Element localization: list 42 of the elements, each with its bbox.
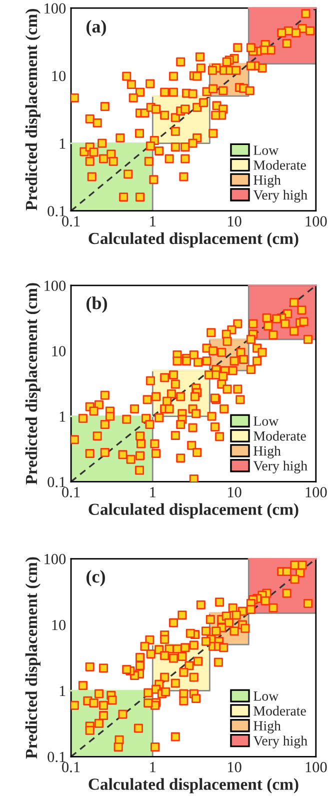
y-tick-label: 100 bbox=[44, 554, 66, 564]
x-tick-label: 1 bbox=[150, 762, 156, 772]
legend-label: High bbox=[254, 720, 281, 734]
legend-label: Moderate bbox=[254, 160, 306, 170]
annotation: (c) bbox=[86, 570, 105, 586]
y-tick-label: 100 bbox=[44, 280, 66, 291]
y-tick-label: 10 bbox=[52, 70, 66, 82]
y-tick-label: 0.1 bbox=[48, 206, 66, 216]
annotation: (b) bbox=[86, 296, 107, 313]
y-axis-title: Predicted displacement (cm) bbox=[25, 557, 40, 759]
y-axis-title: Predicted displacement (cm) bbox=[25, 9, 40, 210]
y-tick-label: 1 bbox=[60, 138, 66, 149]
x-tick-label: 10 bbox=[228, 762, 242, 772]
y-tick-label: 10 bbox=[52, 346, 66, 356]
x-tick-label: 10 bbox=[228, 216, 242, 226]
x-axis-title: Calculated displacement (cm) bbox=[88, 232, 298, 248]
x-tick-label: 10 bbox=[228, 487, 242, 498]
legend-label: Moderate bbox=[254, 706, 306, 716]
legend-label: Low bbox=[254, 146, 279, 155]
legend-label: High bbox=[254, 446, 281, 458]
legend-label: Moderate bbox=[254, 430, 306, 441]
legend-label: Low bbox=[254, 691, 279, 701]
annotation: (a) bbox=[86, 20, 106, 36]
x-tick-label: 1 bbox=[150, 216, 156, 226]
legend-label: Very high bbox=[253, 190, 308, 203]
x-tick-label: 100 bbox=[306, 216, 327, 226]
y-tick-label: 10 bbox=[52, 620, 66, 630]
legend-label: High bbox=[254, 174, 281, 188]
y-axis-title: Predicted displacement (cm) bbox=[25, 283, 40, 485]
x-tick-label: 100 bbox=[306, 762, 327, 772]
x-tick-label: 100 bbox=[306, 487, 327, 498]
x-tick-label: 1 bbox=[150, 487, 156, 498]
legend-label: Very high bbox=[253, 460, 308, 474]
legend-label: Very high bbox=[253, 736, 308, 748]
y-tick-label: 1 bbox=[60, 412, 66, 422]
y-tick-label: 0.1 bbox=[48, 752, 66, 762]
x-axis-title: Calculated displacement (cm) bbox=[88, 503, 298, 518]
y-tick-label: 1 bbox=[60, 686, 66, 696]
y-tick-label: 100 bbox=[44, 3, 66, 14]
x-axis-title: Calculated displacement (cm) bbox=[88, 778, 298, 794]
y-tick-label: 0.1 bbox=[48, 476, 66, 488]
legend-label: Low bbox=[254, 416, 279, 426]
